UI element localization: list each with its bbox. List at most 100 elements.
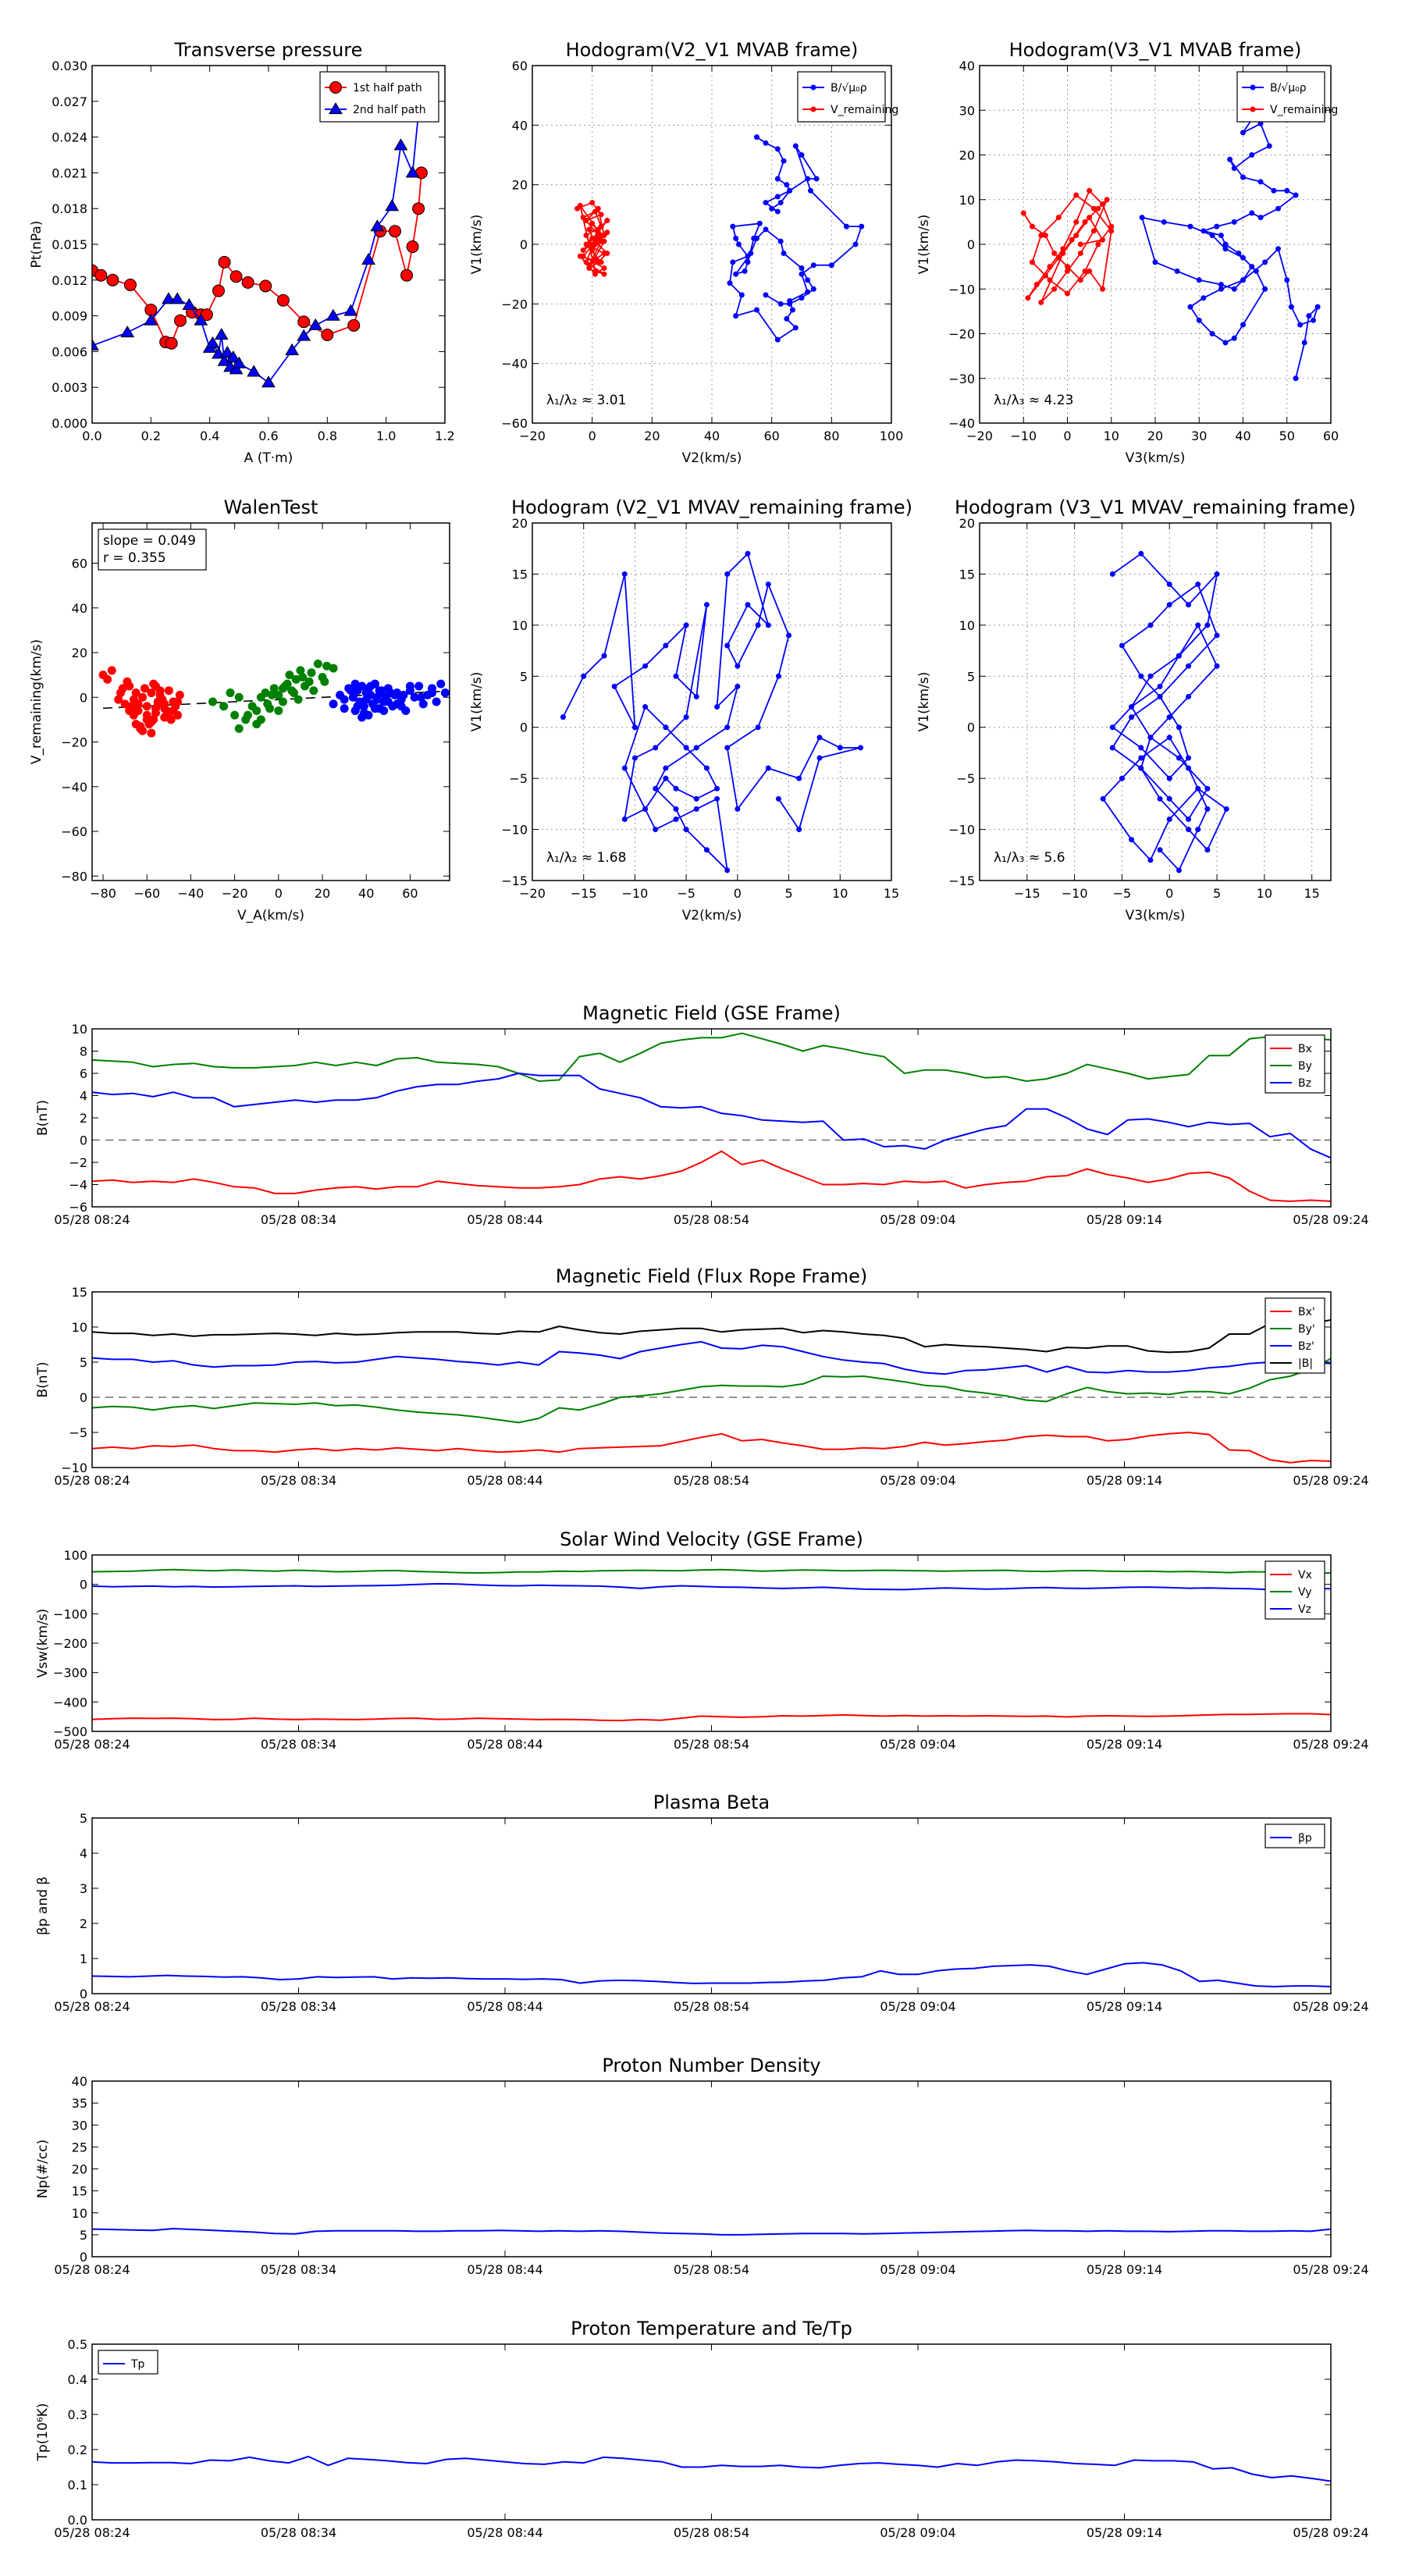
data-point [1186,602,1192,608]
data-point [1186,663,1192,669]
data-point [673,806,679,812]
data-point [1047,277,1053,283]
x-tick-label: 100 [880,429,904,443]
y-tick-label: 10 [512,618,528,633]
data-point [1157,847,1163,853]
data-point [1100,286,1105,292]
data-point [1257,215,1264,221]
y-tick-label: 0.003 [52,380,87,395]
y-tick-label: 0 [967,720,975,735]
data-point [1073,233,1080,239]
data-point [787,301,793,307]
data-point [589,235,596,241]
x-axis-label: V2(km/s) [682,450,742,466]
data-point [347,318,361,332]
y-tick-label: 2 [80,1111,87,1126]
y-axis-label: Tp(10⁶K) [35,2403,51,2461]
x-tick-label: 05/28 08:44 [467,1999,542,2014]
data-point [733,235,739,241]
chart-title: Magnetic Field (Flux Rope Frame) [556,1265,867,1287]
legend-label: Bz' [1298,1340,1314,1353]
data-point [1051,250,1058,256]
legend-label: V_remaining [831,104,898,116]
data-point [1147,673,1154,679]
data-point [1196,317,1202,323]
x-tick-label: 05/28 09:24 [1293,2262,1368,2277]
data-point [166,715,176,724]
data-point [735,806,741,812]
data-point [1284,187,1290,194]
data-point [169,706,178,715]
eigen-ratio-label: λ₁/λ₃ ≈ 4.23 [994,393,1073,408]
data-point [742,268,748,274]
legend-marker [810,106,816,112]
y-tick-label: 10 [959,618,975,633]
series-line [92,1582,1331,1591]
legend-marker [329,102,343,115]
legend-label: 2nd half path [353,104,426,116]
plot-frame [91,65,446,424]
x-tick-label: 1.2 [435,429,454,443]
x-tick-label: 05/28 09:14 [1087,2262,1162,2277]
data-point [1051,286,1058,292]
chart-title: Proton Number Density [602,2055,820,2076]
x-tick-label: 05/28 08:44 [467,2262,542,2277]
data-point [604,217,610,223]
data-point [285,671,294,680]
data-point [218,255,231,269]
plot-area [98,659,450,738]
legend: βp [1264,1823,1325,1848]
data-point [805,289,811,295]
data-point [1240,174,1246,180]
data-point [1090,228,1097,234]
data-point [1236,250,1242,256]
data-point [151,704,160,713]
data-point [1275,205,1281,212]
data-point [1109,724,1115,731]
data-point [234,724,244,733]
stats-label: r = 0.355 [103,550,166,566]
data-point [1186,816,1192,822]
series-line [92,1357,1331,1424]
data-point [350,679,360,688]
data-point [653,785,659,792]
y-tick-label: 30 [72,2118,87,2133]
series-2nd-half-path [92,106,425,388]
data-point [1042,233,1048,239]
x-tick-label: 20 [644,429,660,443]
data-point [714,785,720,792]
data-point [799,152,805,158]
y-tick-label: 0.012 [52,273,87,288]
plot-area [92,1319,1331,1464]
data-point [1138,745,1144,751]
series-line [92,1962,1331,1987]
data-point [397,702,406,711]
data-point [1209,233,1215,239]
data-point [1187,304,1193,310]
data-point [598,233,604,239]
data-point [1231,335,1237,341]
data-point [792,143,799,149]
y-tick-label: −300 [53,1666,87,1681]
data-point [1166,795,1172,802]
legend-label: Vz [1298,1603,1311,1616]
data-point [611,683,617,689]
data-point [229,362,244,375]
chart-hodogram-v2v1-mvab: Hodogram(V2_V1 MVAB frame) −60 −40 −20 0 20 40… [469,39,903,466]
y-tick-label: 0 [967,237,975,252]
data-point [730,259,736,265]
y-tick-label: −60 [61,824,87,839]
x-tick-label: 15 [884,886,899,901]
series-line [1023,190,1112,304]
data-point [1200,228,1207,234]
y-tick-label: 20 [959,516,975,531]
data-point [329,699,338,709]
y-tick-label: 6 [80,1066,87,1081]
data-point [321,329,334,342]
data-point [182,297,197,310]
series-vz [92,1582,1331,1591]
data-point [140,684,149,693]
data-point [263,699,272,709]
y-axis-label: Np(#/cc) [35,2140,51,2198]
